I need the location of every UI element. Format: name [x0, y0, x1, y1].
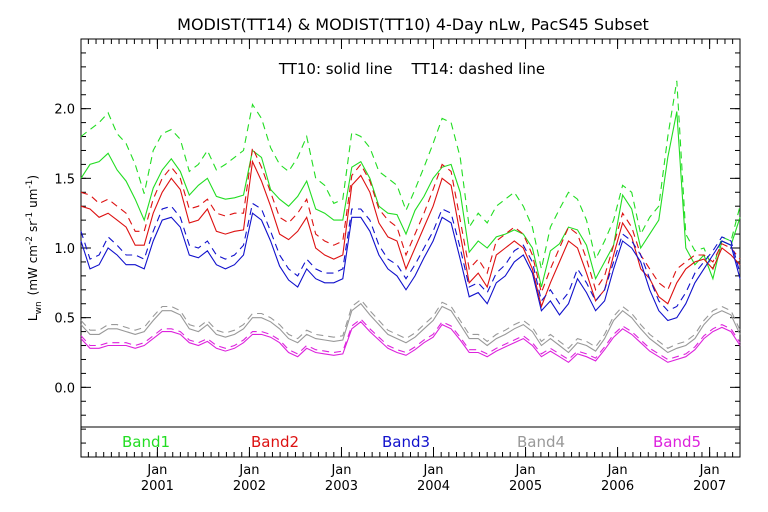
x-tick-year: 2007	[693, 479, 726, 494]
y-tick-label: 0.5	[54, 312, 75, 327]
y-axis-label: Lwn(mW cm-2sr-1um-1)	[25, 175, 44, 321]
x-tick-month: Jan	[330, 463, 351, 478]
x-tick-year: 2006	[601, 479, 634, 494]
legend-band5: Band5	[653, 433, 701, 451]
series-solid-band4	[80, 302, 741, 354]
x-tick-month: Jan	[146, 463, 167, 478]
x-axis: Jan2001Jan2002Jan2003Jan2004Jan2005Jan20…	[87, 39, 734, 494]
series-dashed-band2	[80, 145, 741, 295]
y-tick-label: 0.0	[54, 381, 75, 396]
x-tick-month: Jan	[699, 463, 720, 478]
x-tick-month: Jan	[607, 463, 628, 478]
x-tick-year: 2001	[141, 479, 174, 494]
x-tick-year: 2002	[233, 479, 266, 494]
legend-band1: Band1	[122, 433, 170, 451]
x-tick-year: 2003	[325, 479, 358, 494]
series-dashed-band5	[80, 318, 741, 361]
series-dashed-band1	[80, 80, 741, 271]
series-dashed-band4	[80, 298, 741, 350]
x-tick-month: Jan	[515, 463, 536, 478]
y-tick-label: 1.0	[54, 242, 75, 257]
legend-band4: Band4	[517, 433, 565, 451]
x-tick-month: Jan	[238, 463, 259, 478]
x-tick-year: 2004	[417, 479, 450, 494]
series-dashed-band3	[80, 202, 741, 312]
legend-band2: Band2	[251, 433, 299, 451]
series-solid-band2	[80, 159, 741, 309]
line-style-note: TT10: solid line TT14: dashed line	[278, 60, 545, 78]
y-tick-label: 1.5	[54, 172, 75, 187]
series-solid-band1	[80, 111, 741, 288]
x-tick-year: 2005	[509, 479, 542, 494]
series-solid-band3	[80, 212, 741, 322]
legend-band3: Band3	[382, 433, 430, 451]
series-solid-band5	[80, 321, 741, 363]
y-axis: 0.0 0.5 1.0 1.5 2.0	[54, 38, 740, 458]
y-tick-label: 2.0	[54, 103, 75, 118]
series-group	[80, 80, 741, 363]
chart-title: MODIST(TT14) & MODIST(TT10) 4-Day nLw, P…	[177, 15, 649, 34]
x-tick-month: Jan	[422, 463, 443, 478]
legend: Band1 Band2 Band3 Band4 Band5	[122, 433, 701, 451]
